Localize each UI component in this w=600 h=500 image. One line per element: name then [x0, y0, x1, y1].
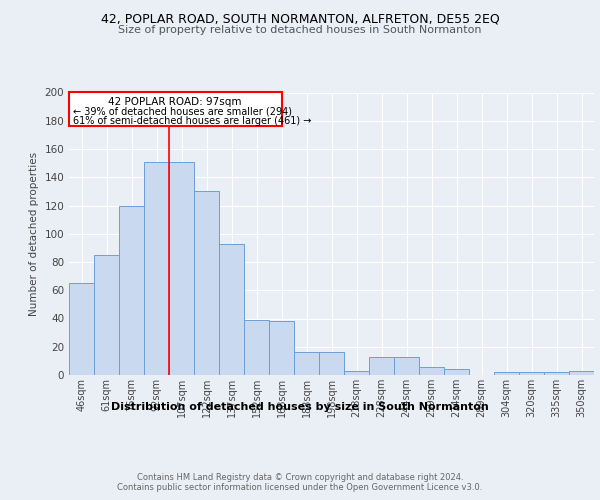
Bar	[194, 192, 219, 375]
Bar	[269, 322, 294, 375]
Text: 42 POPLAR ROAD: 97sqm: 42 POPLAR ROAD: 97sqm	[109, 96, 242, 106]
Text: Size of property relative to detached houses in South Normanton: Size of property relative to detached ho…	[118, 25, 482, 35]
Y-axis label: Number of detached properties: Number of detached properties	[29, 152, 39, 316]
Bar	[494, 372, 519, 375]
Bar	[169, 162, 194, 375]
Bar	[319, 352, 344, 375]
Bar	[119, 206, 144, 375]
Bar	[544, 372, 569, 375]
Bar	[569, 371, 594, 375]
Bar	[94, 255, 119, 375]
Bar	[144, 162, 169, 375]
Bar	[519, 372, 544, 375]
Bar	[369, 356, 394, 375]
Bar	[219, 244, 244, 375]
Bar	[344, 371, 369, 375]
Text: 42, POPLAR ROAD, SOUTH NORMANTON, ALFRETON, DE55 2EQ: 42, POPLAR ROAD, SOUTH NORMANTON, ALFRET…	[101, 12, 499, 26]
Bar	[419, 366, 444, 375]
Bar	[444, 370, 469, 375]
Bar	[394, 356, 419, 375]
Bar	[244, 320, 269, 375]
Bar	[294, 352, 319, 375]
Text: 61% of semi-detached houses are larger (461) →: 61% of semi-detached houses are larger (…	[73, 116, 311, 126]
Bar	[69, 283, 94, 375]
Text: Contains HM Land Registry data © Crown copyright and database right 2024.
Contai: Contains HM Land Registry data © Crown c…	[118, 472, 482, 492]
Text: ← 39% of detached houses are smaller (294): ← 39% of detached houses are smaller (29…	[73, 106, 292, 117]
Bar	[69, 92, 281, 126]
Text: Distribution of detached houses by size in South Normanton: Distribution of detached houses by size …	[111, 402, 489, 412]
